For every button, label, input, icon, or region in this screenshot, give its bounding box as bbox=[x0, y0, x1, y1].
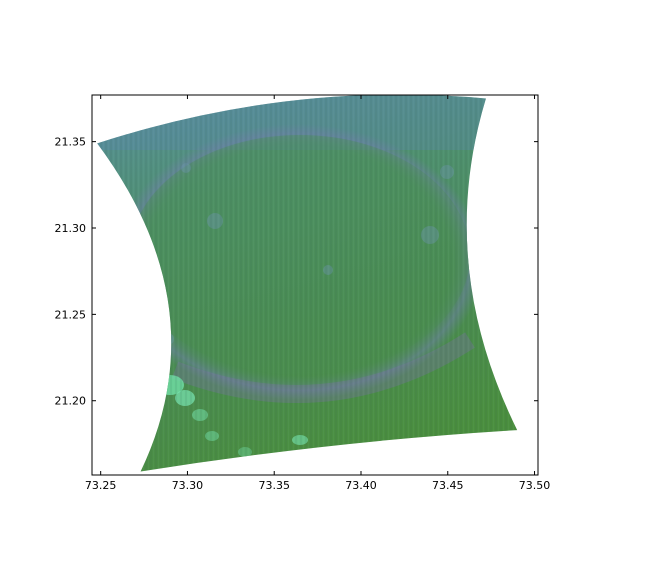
y-axis-ticks: 21.20 21.25 21.30 21.35 bbox=[55, 136, 538, 408]
scanline-texture bbox=[97, 94, 518, 472]
x-axis-ticks: 73.25 73.30 73.35 73.40 73.45 73.50 bbox=[85, 95, 550, 492]
axes-frame bbox=[91, 94, 539, 476]
x-tick-label: 73.45 bbox=[432, 479, 464, 492]
x-tick-label: 73.30 bbox=[172, 479, 204, 492]
x-tick-label: 73.35 bbox=[258, 479, 290, 492]
y-tick-label: 21.20 bbox=[55, 395, 87, 408]
x-tick-label: 73.25 bbox=[85, 479, 117, 492]
image-footprint bbox=[97, 94, 518, 472]
y-tick-label: 21.35 bbox=[55, 136, 87, 149]
x-tick-label: 73.50 bbox=[519, 479, 551, 492]
y-tick-label: 21.25 bbox=[55, 308, 87, 321]
x-tick-label: 73.40 bbox=[345, 479, 377, 492]
y-tick-label: 21.30 bbox=[55, 222, 87, 235]
